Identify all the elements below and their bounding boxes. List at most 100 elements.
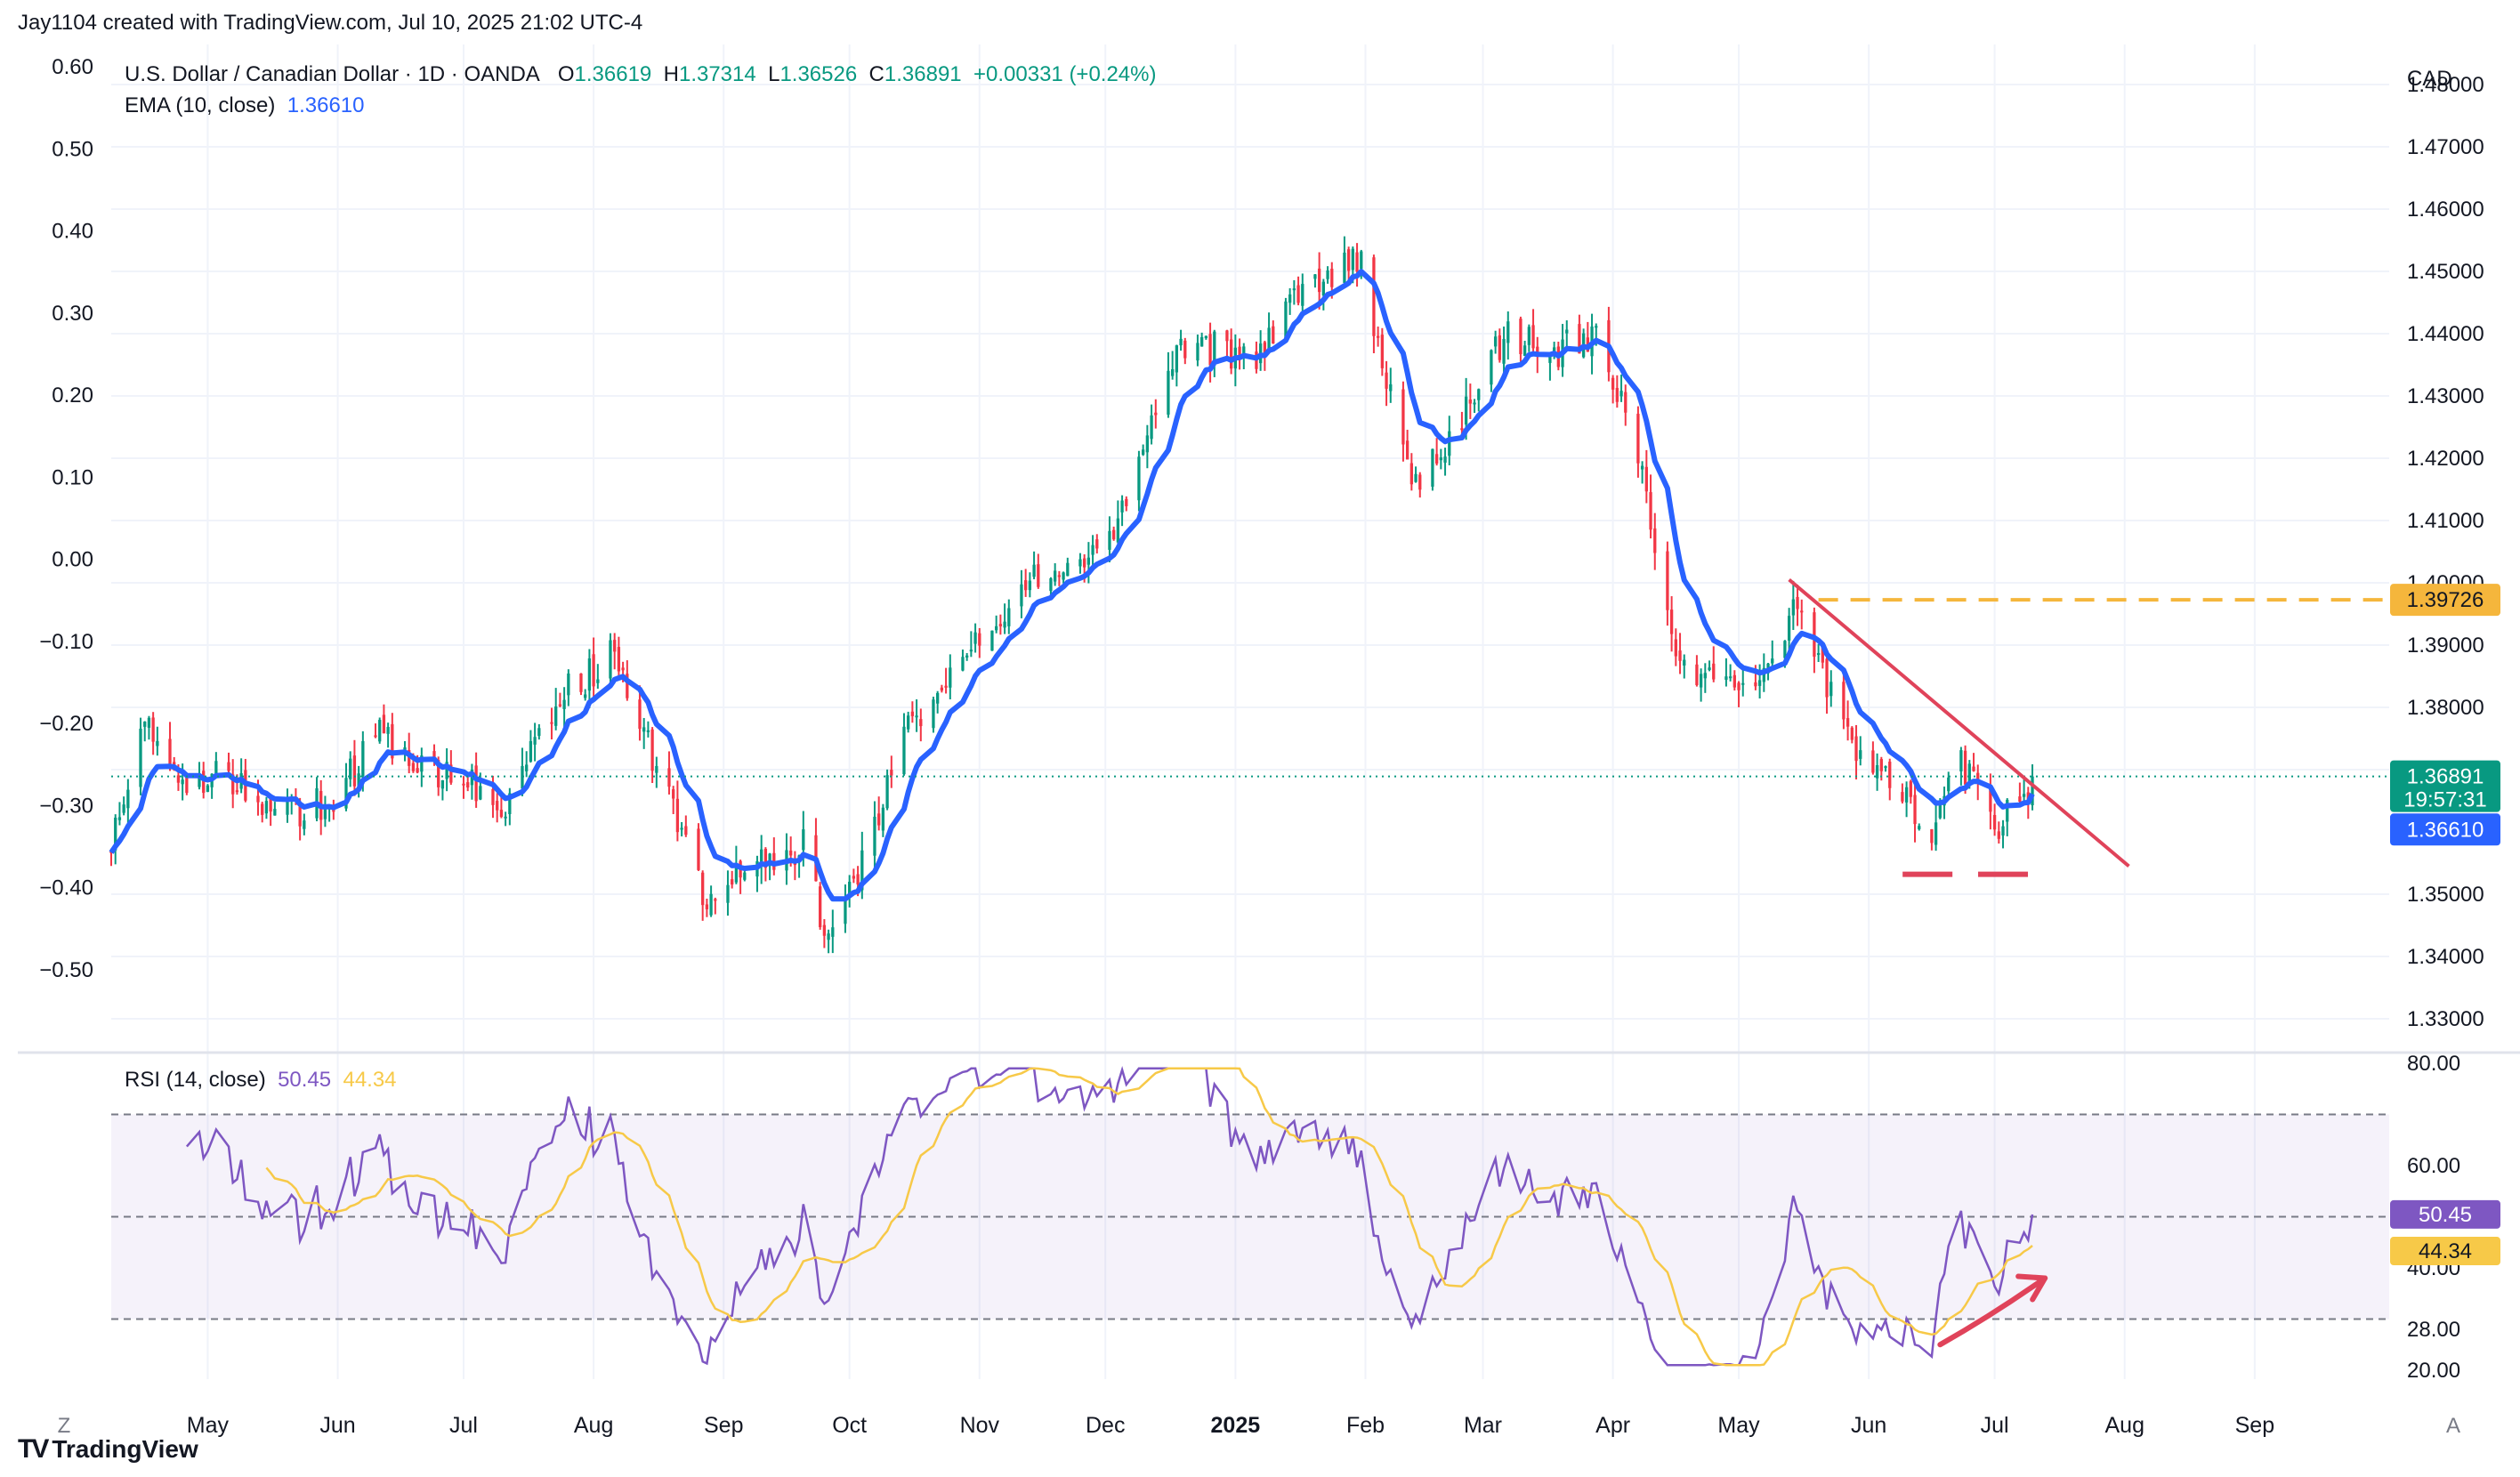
- candle-body: [344, 778, 348, 809]
- candle-body: [1699, 674, 1703, 688]
- time-axis-label: Apr: [1595, 1413, 1630, 1438]
- candle-body: [1405, 440, 1409, 460]
- candle-body: [1007, 608, 1011, 626]
- price-axis-tick: 1.48000: [2407, 73, 2484, 97]
- candle-body: [1196, 343, 1199, 361]
- candle-body: [709, 893, 713, 916]
- candle-body: [1326, 270, 1329, 279]
- candle-body: [638, 699, 642, 730]
- candle-body: [768, 853, 771, 866]
- candle-body: [1674, 639, 1677, 657]
- ema-legend[interactable]: EMA (10, close) 1.36610: [125, 93, 365, 118]
- candle-body: [231, 774, 235, 795]
- candle-body: [1565, 329, 1569, 334]
- rsi-tag: 50.45: [2419, 1203, 2472, 1227]
- candle-body: [675, 798, 680, 833]
- rsi-ma-line: [265, 1067, 2033, 1367]
- candle-body: [1519, 319, 1522, 355]
- candle-body: [848, 882, 852, 898]
- candle-body: [1409, 463, 1413, 485]
- candle-body: [1548, 356, 1552, 363]
- candle-body: [1292, 288, 1296, 291]
- candle-body: [1062, 572, 1065, 580]
- candle-body: [202, 771, 206, 794]
- percent-axis-tick: −0.20: [39, 712, 93, 736]
- candle-body: [1522, 345, 1527, 356]
- candle-body: [1288, 294, 1292, 303]
- high-label: H: [663, 62, 679, 86]
- candle-body: [1120, 500, 1124, 513]
- time-axis-label: Dec: [1086, 1413, 1125, 1438]
- candle-body: [391, 723, 394, 759]
- candle-body: [873, 816, 876, 856]
- candle-body: [1385, 372, 1388, 389]
- candle-body: [567, 674, 570, 696]
- open-value: 1.36619: [574, 62, 652, 86]
- rsi-ma-value: 44.34: [343, 1068, 397, 1092]
- candle-body: [408, 750, 411, 766]
- candle-body: [1464, 396, 1468, 425]
- candle-body: [1934, 822, 1938, 845]
- candle-body: [411, 763, 416, 771]
- chart-overlays: [109, 269, 2389, 902]
- tradingview-logo[interactable]: TV TradingView: [18, 1434, 198, 1465]
- price-candles: [109, 236, 2034, 954]
- candle-body: [1502, 338, 1506, 364]
- candle-body: [1813, 612, 1816, 657]
- candle-body: [1037, 564, 1040, 587]
- candle-body: [1057, 575, 1062, 577]
- candle-body: [2018, 796, 2022, 803]
- price-axis-tick: 1.44000: [2407, 322, 2484, 346]
- time-axis-label: Jun: [1851, 1413, 1886, 1438]
- candle-body: [973, 632, 977, 644]
- candle-body: [949, 667, 952, 688]
- candle-body: [684, 826, 688, 835]
- candle-body: [1213, 331, 1216, 367]
- candle-body: [1490, 350, 1493, 385]
- candle-body: [1787, 616, 1791, 641]
- chart-axes: May Jun Jul Aug Sep Oct Nov Dec 2025 Feb Mar Apr May…: [39, 55, 2484, 1438]
- resistance-tag-bg: [2390, 584, 2500, 617]
- candle-body: [844, 899, 847, 924]
- candle-body: [819, 886, 822, 928]
- candle-body: [1871, 750, 1875, 773]
- candle-body: [852, 876, 856, 879]
- candle-body: [609, 640, 612, 679]
- candle-body: [1179, 338, 1183, 346]
- candle-body: [1821, 647, 1824, 663]
- close-value: 1.36891: [884, 62, 962, 86]
- candle-body: [1242, 346, 1246, 356]
- candle-body: [445, 762, 448, 779]
- candle-body: [533, 737, 537, 745]
- price-axis-tick: 1.41000: [2407, 509, 2484, 533]
- candle-body: [499, 810, 504, 818]
- candle-body: [1296, 285, 1300, 303]
- candle-body: [1649, 492, 1652, 530]
- candle-body: [361, 740, 365, 777]
- candle-body: [1791, 599, 1795, 616]
- candle-body: [1879, 759, 1883, 771]
- candle-body: [743, 872, 747, 880]
- candle-body: [479, 786, 482, 800]
- candle-body: [1439, 457, 1442, 461]
- candle-body: [1321, 281, 1326, 296]
- candle-body: [432, 751, 436, 758]
- candle-body: [1796, 596, 1799, 609]
- candle-body: [1095, 539, 1099, 549]
- candle-body: [2026, 792, 2030, 801]
- ema-tag: 1.36610: [2407, 818, 2484, 842]
- rsi-legend[interactable]: RSI (14, close) 50.45 44.34: [125, 1068, 397, 1093]
- candle-body: [1145, 435, 1150, 453]
- candle-body: [1930, 828, 1934, 843]
- time-axis-label: Jun: [319, 1413, 355, 1438]
- candle-body: [1020, 584, 1023, 607]
- price-axis-tick: 1.33000: [2407, 1007, 2484, 1031]
- candle-body: [440, 779, 445, 789]
- candle-body: [1644, 466, 1648, 492]
- tradingview-logo-icon: TV: [18, 1434, 49, 1464]
- candle-body: [256, 795, 260, 803]
- candle-body: [214, 761, 218, 774]
- candle-body: [1083, 558, 1086, 568]
